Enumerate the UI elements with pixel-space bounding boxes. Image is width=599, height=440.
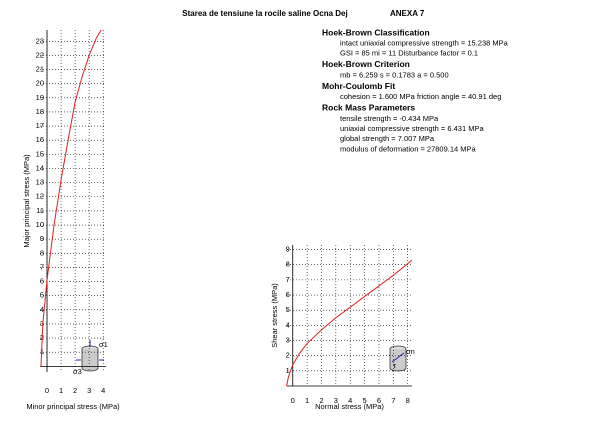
icon-label: σn bbox=[406, 347, 415, 356]
icon-label: τ bbox=[393, 361, 396, 370]
stress-icon bbox=[76, 340, 104, 372]
y-tick-label: 9 bbox=[40, 234, 44, 243]
section-heading: Hoek-Brown Classification bbox=[322, 27, 430, 37]
y-tick-label: 9 bbox=[286, 245, 290, 254]
parameter-line: mb = 6.259 s = 0.1783 a = 0.500 bbox=[340, 70, 449, 79]
y-tick-label: 2 bbox=[286, 351, 290, 360]
section-heading: Hoek-Brown Criterion bbox=[322, 59, 410, 69]
y-tick-label: 1 bbox=[286, 366, 290, 375]
y-tick-label: 3 bbox=[286, 336, 290, 345]
x-tick-label: 1 bbox=[305, 396, 309, 405]
y-tick-label: 23 bbox=[36, 36, 44, 45]
y-tick-label: 11 bbox=[36, 206, 44, 215]
y-tick-label: 15 bbox=[36, 149, 44, 158]
x-tick-label: 8 bbox=[406, 396, 410, 405]
x-tick-label: 5 bbox=[363, 396, 367, 405]
y-tick-label: 5 bbox=[286, 305, 290, 314]
y-axis-title: Major principal stress (MPa) bbox=[22, 154, 31, 248]
x-tick-label: 3 bbox=[87, 386, 91, 395]
x-tick-label: 6 bbox=[377, 396, 381, 405]
y-tick-label: 12 bbox=[36, 192, 44, 201]
y-tick-label: 6 bbox=[40, 277, 44, 286]
x-tick-label: 2 bbox=[319, 396, 323, 405]
parameter-line: intact uniaxial compressive strength = 1… bbox=[340, 38, 509, 47]
page-title: Starea de tensiune la rocile saline Ocna… bbox=[182, 9, 347, 18]
y-tick-label: 4 bbox=[286, 320, 290, 329]
x-tick-label: 2 bbox=[73, 386, 77, 395]
y-tick-label: 13 bbox=[36, 178, 44, 187]
x-tick-label: 0 bbox=[291, 396, 295, 405]
x-axis-title: Minor principal stress (MPa) bbox=[26, 402, 120, 411]
y-tick-label: 21 bbox=[36, 65, 44, 74]
y-tick-label: 7 bbox=[40, 262, 44, 271]
section-heading: Mohr-Coulomb Fit bbox=[322, 81, 395, 91]
parameter-line: GSI = 85 mi = 11 Disturbance factor = 0.… bbox=[340, 49, 478, 58]
y-tick-label: 20 bbox=[36, 79, 44, 88]
x-tick-label: 3 bbox=[334, 396, 338, 405]
x-tick-label: 4 bbox=[348, 396, 352, 405]
y-axis-title: Shear stress (MPa) bbox=[270, 283, 279, 348]
y-tick-label: 22 bbox=[36, 50, 44, 59]
icon-label: σ3 bbox=[73, 367, 82, 376]
y-tick-label: 4 bbox=[40, 305, 44, 314]
y-tick-label: 6 bbox=[286, 290, 290, 299]
parameter-line: uniaxial compressive strength = 6.431 MP… bbox=[340, 124, 484, 133]
x-axis-title: Normal stress (MPa) bbox=[315, 402, 384, 411]
y-tick-label: 10 bbox=[36, 220, 44, 229]
y-tick-label: 17 bbox=[36, 121, 44, 130]
y-tick-label: 5 bbox=[40, 291, 44, 300]
icon-label: σ1 bbox=[99, 340, 108, 349]
y-tick-label: 8 bbox=[286, 260, 290, 269]
parameter-line: global strength = 7.007 MPa bbox=[340, 134, 435, 143]
y-tick-label: 7 bbox=[286, 275, 290, 284]
annex-label: ANEXA 7 bbox=[390, 9, 425, 18]
data-line bbox=[40, 29, 102, 367]
y-tick-label: 16 bbox=[36, 135, 44, 144]
y-tick-label: 3 bbox=[40, 319, 44, 328]
data-line bbox=[286, 259, 413, 387]
y-tick-label: 18 bbox=[36, 107, 44, 116]
parameter-line: tensile strength = -0.434 MPa bbox=[340, 114, 439, 123]
parameter-line: modulus of deformation = 27809.14 MPa bbox=[340, 144, 477, 153]
y-tick-label: 14 bbox=[36, 163, 44, 172]
x-tick-label: 1 bbox=[59, 386, 63, 395]
y-tick-label: 8 bbox=[40, 248, 44, 257]
y-tick-label: 19 bbox=[36, 93, 44, 102]
section-heading: Rock Mass Parameters bbox=[322, 103, 415, 113]
x-tick-label: 4 bbox=[101, 386, 105, 395]
x-tick-label: 7 bbox=[391, 396, 395, 405]
x-tick-label: 0 bbox=[45, 386, 49, 395]
parameter-line: cohesion = 1.600 MPa friction angle = 40… bbox=[340, 92, 501, 101]
